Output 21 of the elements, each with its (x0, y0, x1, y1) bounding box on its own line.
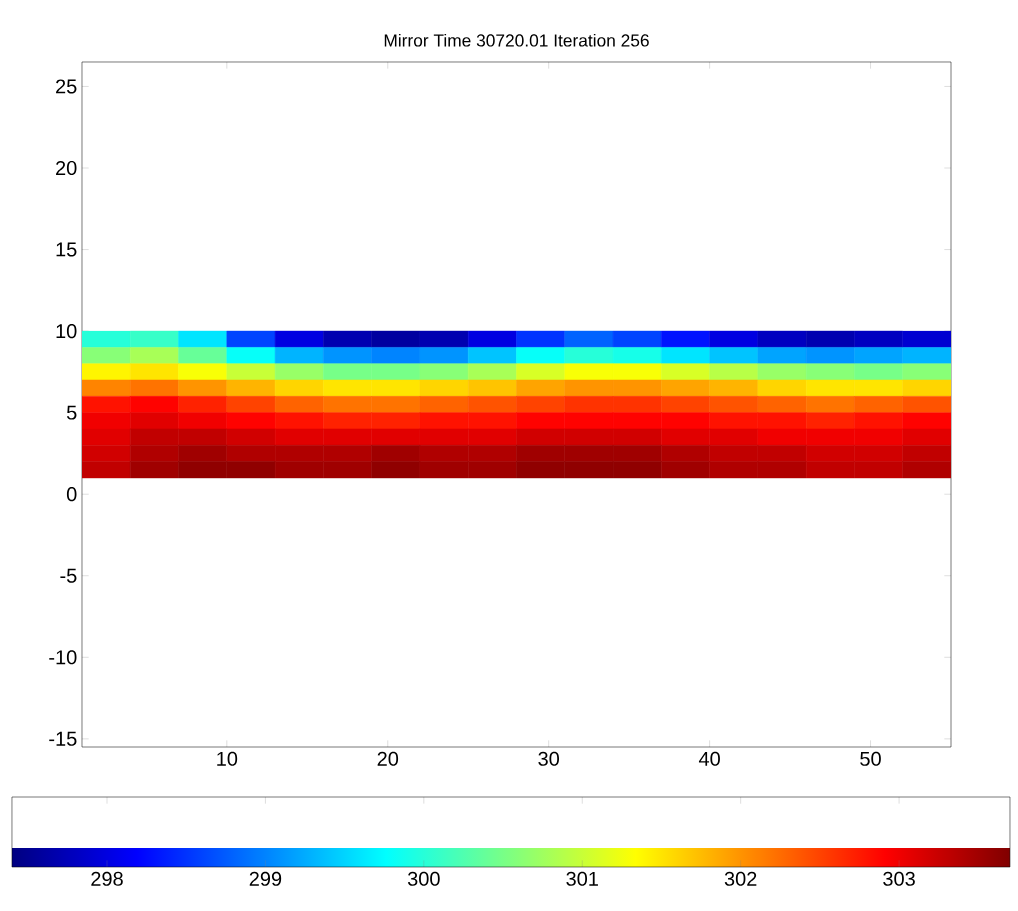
x-tick-label: 20 (377, 751, 399, 766)
color-bar-label: 300 (407, 871, 440, 886)
y-tick-label: 15 (56, 242, 77, 257)
chart-title: Mirror Time 30720.01 Iteration 256 (384, 33, 649, 47)
color-bar-label: 302 (724, 871, 757, 886)
y-tick-label: 10 (56, 324, 77, 339)
color-bar-label: 299 (249, 871, 282, 886)
x-tick-label: 30 (538, 751, 560, 766)
x-tick-label: 50 (860, 751, 881, 766)
y-tick-label: 20 (56, 160, 77, 176)
y-tick-label: -15 (49, 731, 77, 746)
y-tick-label: 5 (66, 405, 77, 420)
color-bar-label: 303 (883, 871, 915, 886)
x-tick-label: 40 (698, 751, 720, 766)
y-tick-label: -10 (49, 650, 77, 665)
color-bar-label: 298 (91, 871, 123, 886)
color-bar-label: 301 (566, 871, 598, 886)
x-tick-label: 10 (217, 751, 238, 766)
y-tick-label: -5 (60, 568, 77, 583)
y-tick-label: 25 (56, 79, 77, 94)
y-tick-label: 0 (66, 487, 77, 502)
